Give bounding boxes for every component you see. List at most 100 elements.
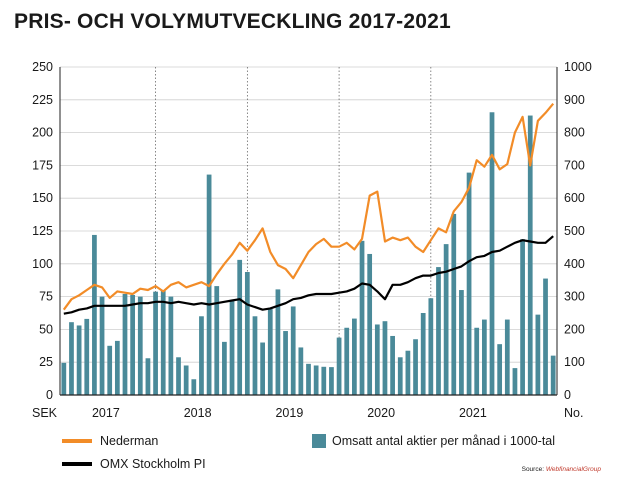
volume-bar <box>99 296 105 395</box>
volume-bar <box>199 316 204 395</box>
right-axis-unit: No. <box>564 406 583 420</box>
volume-bar <box>313 365 319 395</box>
volume-bar <box>397 357 403 395</box>
volume-bar <box>504 319 510 395</box>
volume-bar <box>237 259 243 395</box>
legend-omx: OMX Stockholm PI <box>62 457 206 471</box>
x-tick-label: 2020 <box>367 406 395 420</box>
legend-omx-label: OMX Stockholm PI <box>100 457 206 471</box>
volume-bar <box>451 213 457 395</box>
left-tick-label: 175 <box>32 158 53 172</box>
volume-bar <box>535 314 541 395</box>
volume-bar <box>382 321 388 395</box>
volume-bar <box>428 298 434 395</box>
volume-bar <box>214 286 220 395</box>
volume-bar <box>459 290 464 395</box>
volume-bar <box>497 344 503 395</box>
right-tick-label: 600 <box>564 191 585 205</box>
volume-bar <box>153 291 158 395</box>
omx-swatch <box>62 462 92 466</box>
omx-line <box>63 235 554 315</box>
volume-bar <box>191 379 197 395</box>
legend-nederman-label: Nederman <box>100 434 159 448</box>
volume-bar <box>61 362 67 395</box>
volume-bar <box>290 306 296 395</box>
source-label: Source: <box>521 466 545 473</box>
volume-bar <box>92 234 97 395</box>
left-axis-unit: SEK <box>32 406 58 420</box>
chart-title: PRIS- OCH VOLYMUTVECKLING 2017-2021 <box>14 10 451 33</box>
volume-bar <box>69 322 74 395</box>
nederman-swatch <box>62 439 92 443</box>
volume-bar <box>183 365 189 395</box>
volume-bar <box>252 316 258 395</box>
volume-bar <box>137 296 143 395</box>
legend-volume-label: Omsatt antal aktier per månad i 1000-tal <box>332 434 556 448</box>
volume-bar <box>130 294 136 395</box>
volume-bar <box>543 278 548 395</box>
volume-bar <box>283 331 288 395</box>
left-tick-label: 125 <box>32 224 53 238</box>
left-tick-label: 75 <box>39 290 53 304</box>
price-lines <box>62 102 555 315</box>
volume-bar <box>367 253 373 395</box>
volume-bar <box>267 309 273 395</box>
right-tick-label: 100 <box>564 355 585 369</box>
volume-bar <box>260 342 265 395</box>
volume-bar <box>344 327 350 395</box>
legend-volume: Omsatt antal aktier per månad i 1000-tal <box>312 434 555 448</box>
left-tick-label: 0 <box>46 388 53 402</box>
volume-swatch <box>312 434 326 448</box>
volume-bar <box>229 299 235 395</box>
left-tick-label: 150 <box>32 191 53 205</box>
volume-bar <box>352 318 357 395</box>
volume-bar <box>222 341 227 395</box>
volume-bar <box>145 358 151 395</box>
volume-bar <box>481 319 487 395</box>
x-tick-label: 2019 <box>275 406 303 420</box>
volume-bar <box>405 350 411 395</box>
volume-bar <box>176 357 181 395</box>
x-tick-label: 2018 <box>184 406 212 420</box>
volume-bar <box>436 267 441 395</box>
volume-bar <box>413 339 418 395</box>
volume-bar <box>527 115 533 395</box>
volume-bar <box>298 347 304 395</box>
right-tick-label: 1000 <box>564 60 592 74</box>
volume-bar <box>329 367 334 395</box>
source-brand: WebfinancialGroup <box>545 466 601 473</box>
source-credit: Source: WebfinancialGroup <box>522 466 601 473</box>
volume-bar <box>374 324 380 395</box>
volume-bar <box>520 239 525 395</box>
volume-bars <box>61 112 556 395</box>
volume-bar <box>550 355 556 395</box>
volume-bar <box>306 363 311 395</box>
left-tick-label: 225 <box>32 93 53 107</box>
right-tick-label: 0 <box>564 388 571 402</box>
volume-bar <box>84 318 90 395</box>
left-tick-label: 100 <box>32 257 53 271</box>
volume-bar <box>359 240 365 395</box>
left-tick-label: 200 <box>32 126 53 140</box>
volume-bar <box>107 345 113 395</box>
volume-bar <box>489 112 495 395</box>
right-tick-label: 400 <box>564 257 585 271</box>
volume-bar <box>390 335 395 395</box>
volume-bar <box>336 337 342 395</box>
volume-bar <box>160 290 166 395</box>
volume-bar <box>321 366 327 395</box>
right-tick-label: 900 <box>564 93 585 107</box>
volume-bar <box>122 293 128 395</box>
volume-bar <box>443 244 449 395</box>
right-tick-label: 500 <box>564 224 585 238</box>
volume-bar <box>244 272 250 395</box>
volume-bar <box>168 296 174 395</box>
left-tick-label: 25 <box>39 355 53 369</box>
right-tick-label: 200 <box>564 322 585 336</box>
x-tick-label: 2017 <box>92 406 120 420</box>
left-tick-label: 250 <box>32 60 53 74</box>
volume-bar <box>474 327 480 395</box>
right-tick-label: 300 <box>564 290 585 304</box>
right-tick-label: 700 <box>564 158 585 172</box>
x-tick-label: 2021 <box>459 406 487 420</box>
